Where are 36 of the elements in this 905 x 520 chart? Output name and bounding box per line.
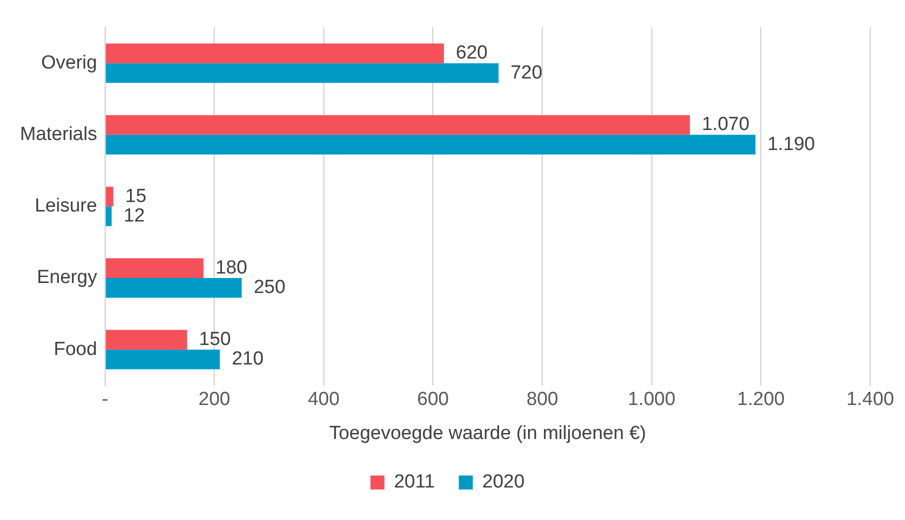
data-label: 180 <box>215 257 248 278</box>
bar <box>106 134 756 154</box>
x-tick-label: 600 <box>417 389 449 410</box>
data-label: 250 <box>254 277 286 298</box>
x-axis-title: Toegevoegde waarde (in miljoenen €) <box>329 422 646 444</box>
bar <box>106 350 220 370</box>
bar <box>106 330 188 350</box>
data-label: 720 <box>510 62 542 84</box>
legend-label: 2020 <box>482 472 525 493</box>
x-tick-label: - <box>102 389 108 410</box>
bar <box>106 206 112 226</box>
x-tick-label: 800 <box>526 389 558 410</box>
data-label: 1.070 <box>702 114 750 136</box>
bar <box>106 278 242 298</box>
bar <box>106 63 499 83</box>
data-label: 12 <box>124 205 145 226</box>
x-tick-label: 1.200 <box>737 389 785 410</box>
data-label: 15 <box>125 186 146 207</box>
bar <box>106 44 444 64</box>
bar <box>106 186 114 206</box>
x-tick-label: 400 <box>308 389 340 410</box>
legend-label: 2011 <box>394 472 435 493</box>
y-tick-label: Food <box>54 338 98 360</box>
y-tick-label: Energy <box>36 267 98 288</box>
y-tick-label: Materials <box>20 124 98 146</box>
data-label: 620 <box>456 42 488 64</box>
bar <box>106 258 204 278</box>
y-tick-label: Overig <box>41 52 98 74</box>
data-label: 210 <box>232 348 264 370</box>
data-label: 1.190 <box>767 134 815 155</box>
y-tick-label: Leisure <box>34 196 98 217</box>
x-tick-label: 1.400 <box>846 389 894 410</box>
x-tick-label: 200 <box>198 389 230 410</box>
x-tick-label: 1.000 <box>628 389 676 410</box>
data-label: 150 <box>199 328 231 350</box>
bar <box>106 115 690 135</box>
